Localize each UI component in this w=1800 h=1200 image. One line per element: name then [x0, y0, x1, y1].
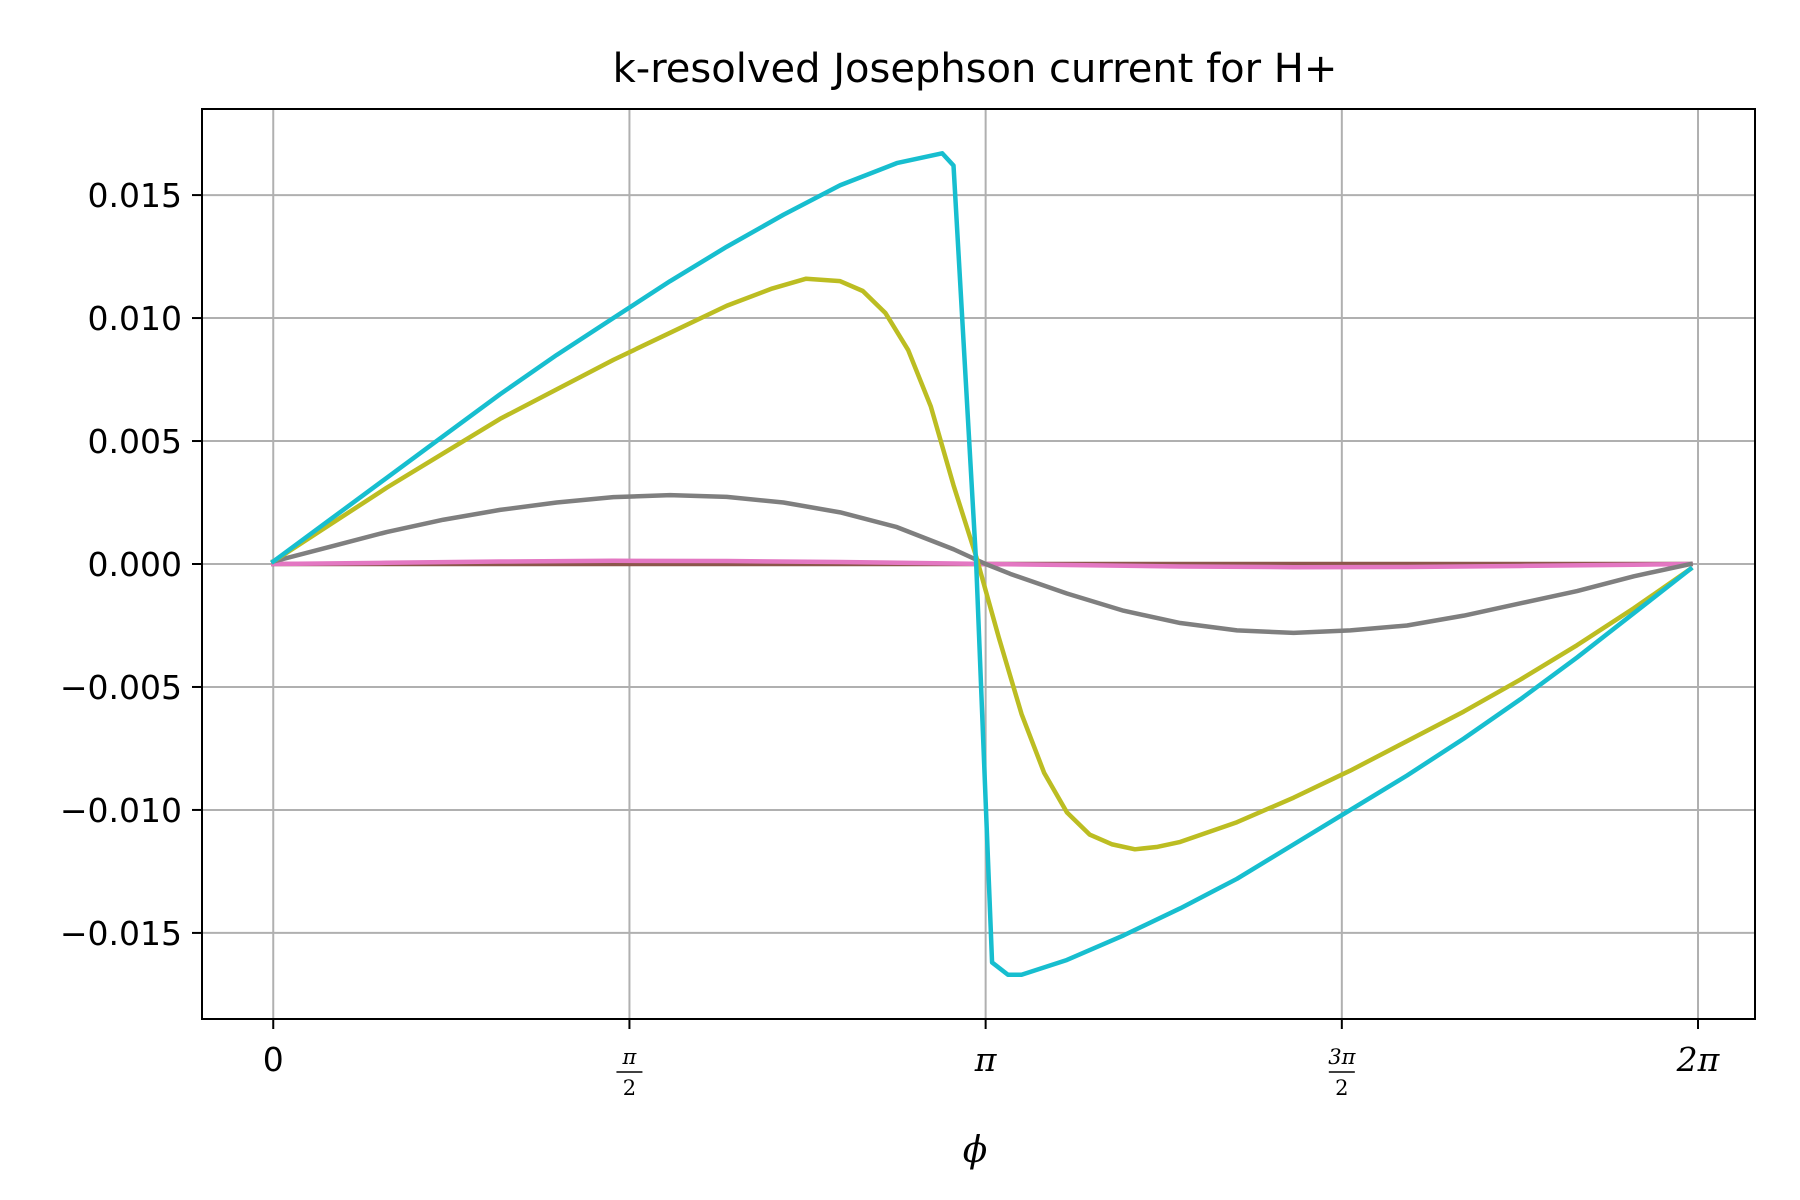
series-line-3: [270, 276, 1694, 852]
y-tick-label: −0.010: [60, 791, 182, 830]
x-tick-label: 2π: [1676, 1040, 1721, 1079]
chart-title: k-resolved Josephson current for H+: [613, 46, 1338, 92]
y-tick-label: 0.010: [88, 299, 182, 338]
x-tick-label-numerator: π: [622, 1045, 638, 1069]
plot-area: [270, 151, 1694, 977]
y-tick-label: 0.005: [88, 422, 182, 461]
y-tick-label: −0.015: [60, 914, 182, 953]
x-tick-label: π: [974, 1040, 998, 1079]
series-line-2: [270, 492, 1694, 636]
series-line-4: [270, 151, 1694, 977]
y-tick-label: 0.000: [88, 545, 182, 584]
y-tick-label: −0.005: [60, 668, 182, 707]
x-tick-label-numerator: 3π: [1328, 1045, 1356, 1069]
y-tick-label: 0.015: [88, 176, 182, 215]
x-tick-label-denominator: 2: [1335, 1076, 1348, 1100]
x-axis-label: ϕ: [963, 1130, 988, 1171]
x-tick-label-denominator: 2: [623, 1076, 636, 1100]
y-axis: 0.015 0.010 0.005 0.000 −0.005 −0.010 −0.015: [60, 176, 202, 953]
x-tick-label: 0: [263, 1040, 284, 1079]
